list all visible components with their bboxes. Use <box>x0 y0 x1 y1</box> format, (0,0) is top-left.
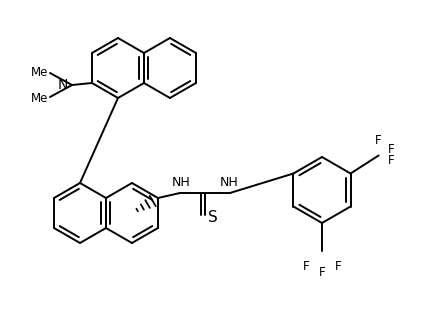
Text: F: F <box>319 266 325 279</box>
Text: NH: NH <box>220 175 238 189</box>
Text: F: F <box>335 259 341 272</box>
Text: F: F <box>303 259 309 272</box>
Text: N: N <box>58 78 68 92</box>
Text: F: F <box>388 143 395 156</box>
Text: S: S <box>208 210 218 224</box>
Text: Me: Me <box>31 65 49 78</box>
Text: F: F <box>388 154 395 167</box>
Text: Me: Me <box>31 92 49 105</box>
Text: NH: NH <box>172 175 190 189</box>
Text: F: F <box>375 134 382 147</box>
